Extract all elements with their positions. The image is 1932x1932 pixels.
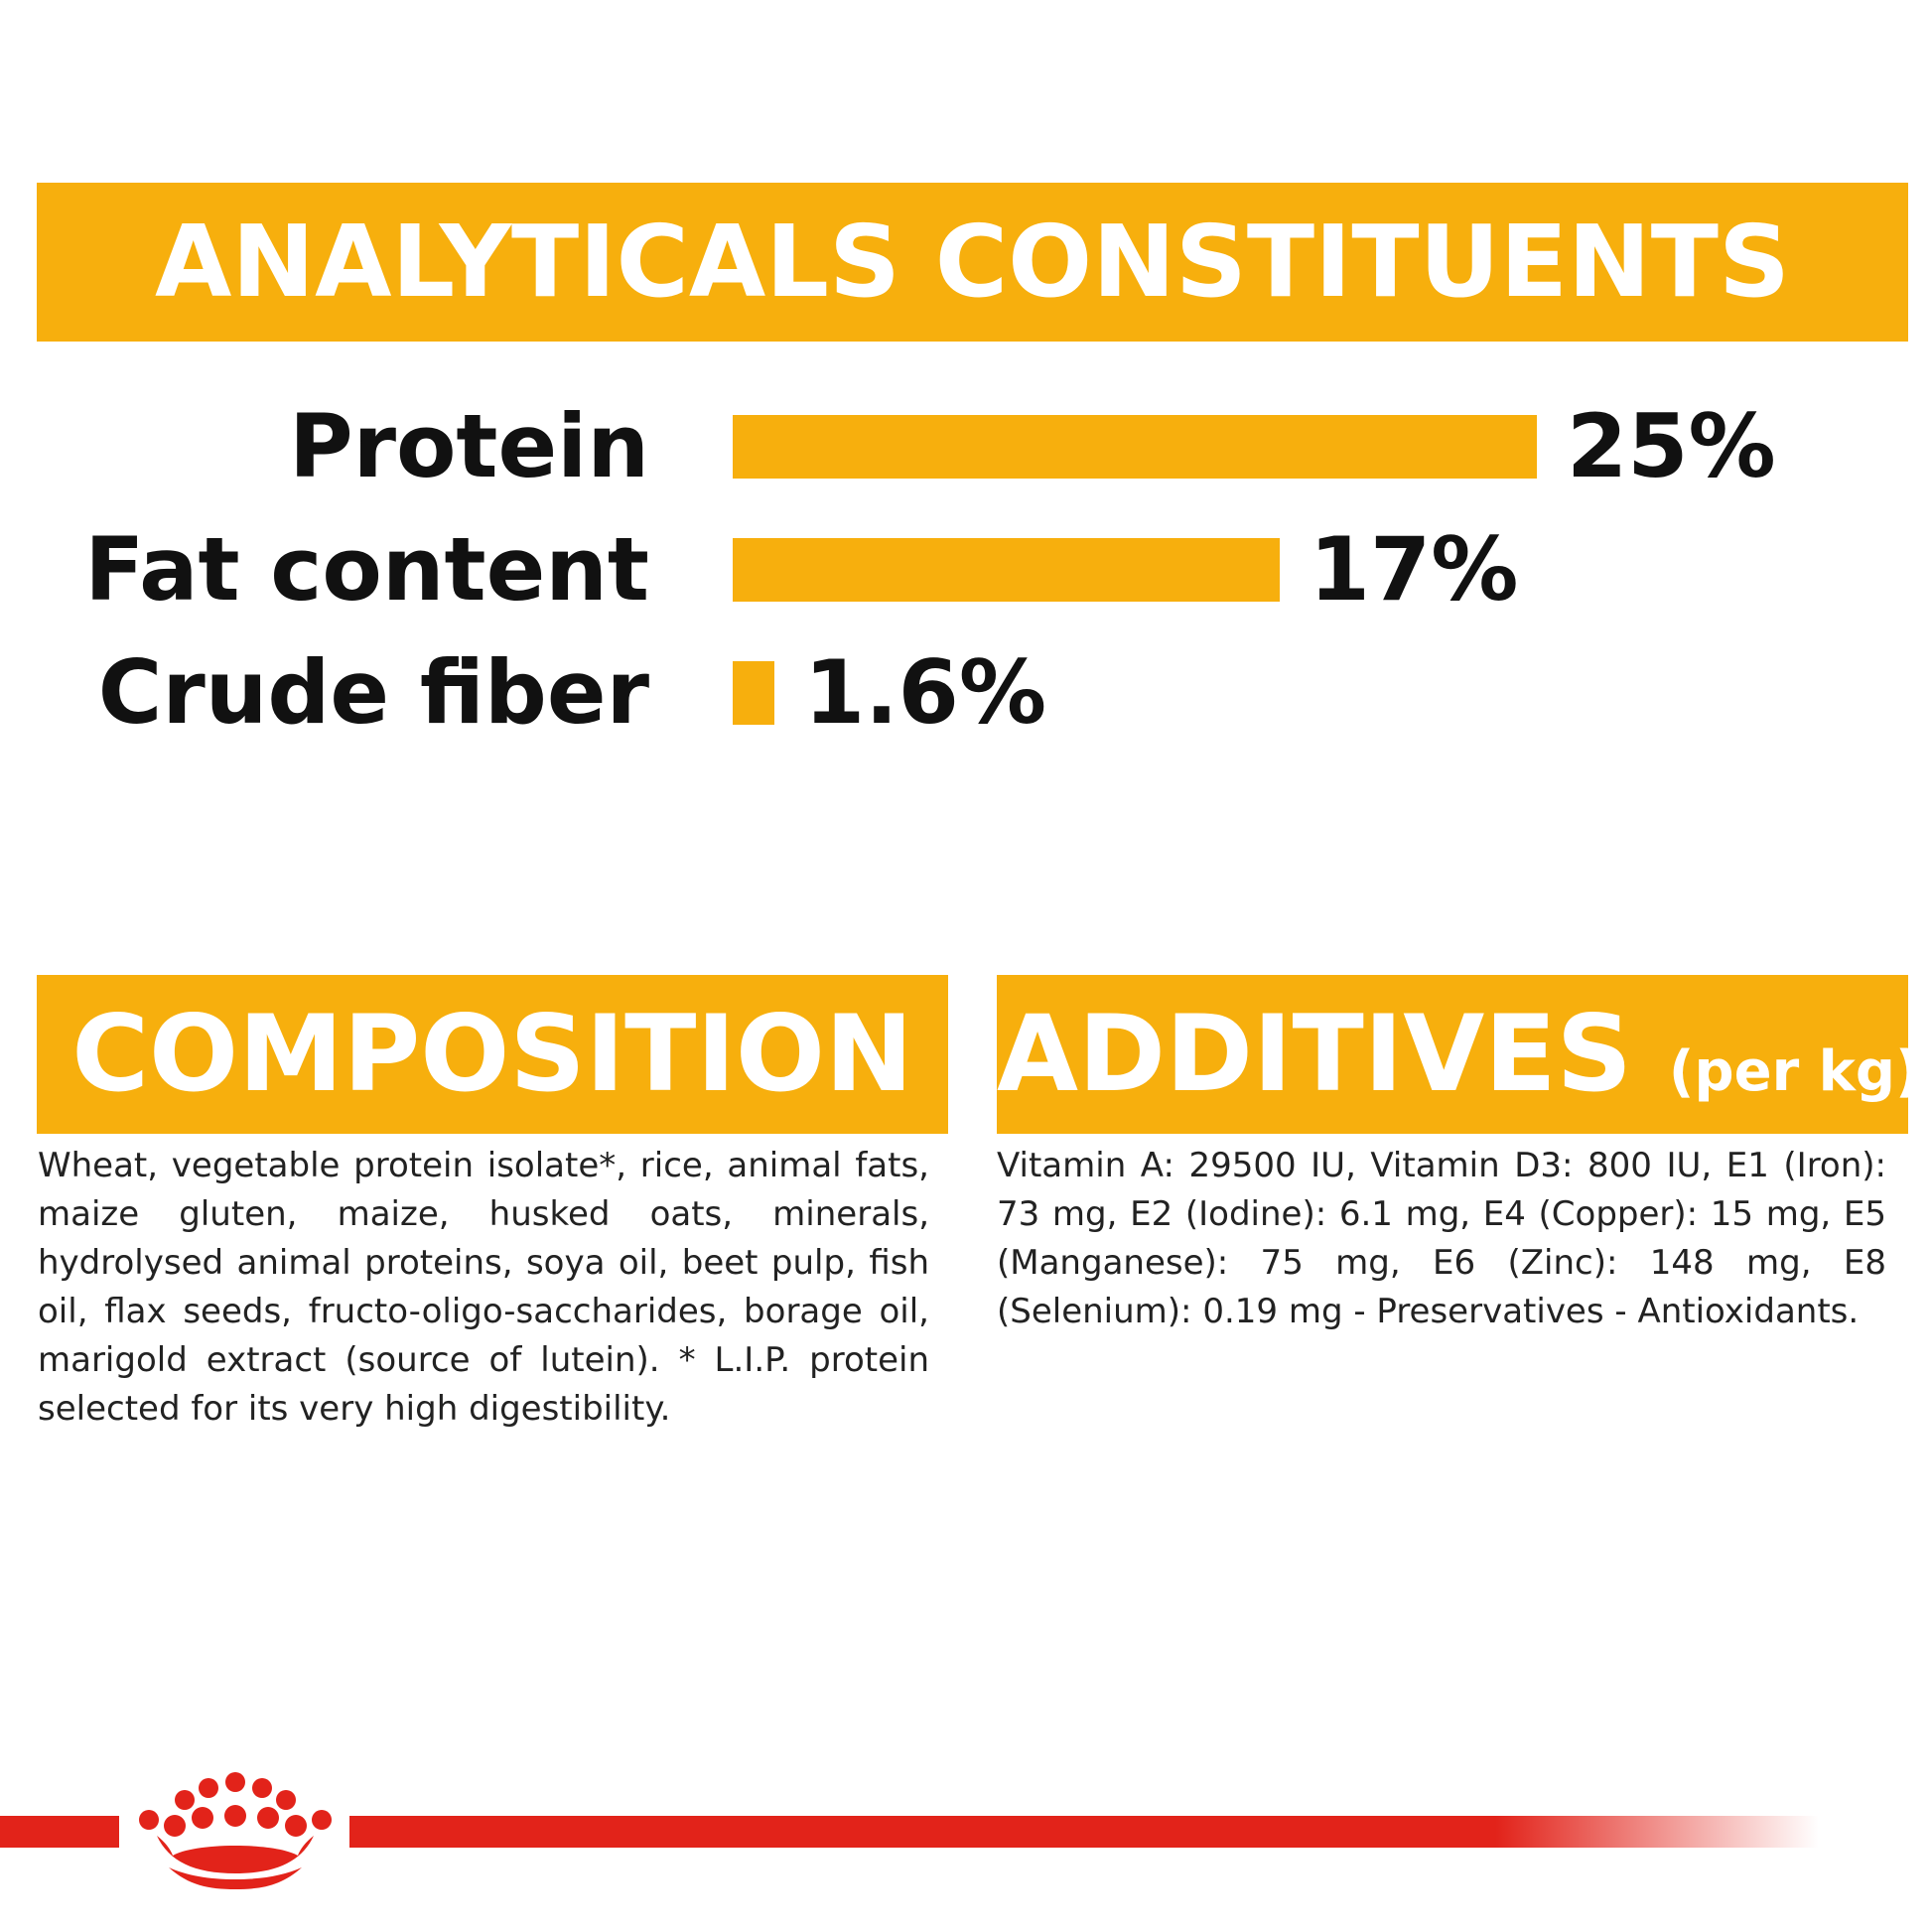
composition-text: Wheat, vegetable protein isolate*, rice,… xyxy=(38,1146,929,1429)
brand-footer-line xyxy=(0,1816,1932,1848)
nutrient-value-1: 17% xyxy=(1309,518,1519,621)
nutrient-bar-0 xyxy=(733,415,1537,479)
nutrient-bar-1 xyxy=(733,538,1280,602)
additives-unit: (per kg) xyxy=(1668,1039,1921,1104)
nutrient-label-1: Fat content xyxy=(84,518,649,621)
royal-crown-logo xyxy=(139,1772,332,1889)
analytical-constituents-heading: ANALYTICALS CONSTITUENTS xyxy=(37,183,1908,342)
footer-line-right xyxy=(349,1816,1819,1848)
nutrient-value-0: 25% xyxy=(1567,395,1776,497)
nutrient-label-0: Protein xyxy=(289,395,649,497)
additives-text: Vitamin A: 29500 IU, Vitamin D3: 800 IU,… xyxy=(997,1146,1886,1331)
additives-heading: ADDITIVES (per kg) xyxy=(997,975,1921,1134)
nutrient-value-2: 1.6% xyxy=(804,641,1047,744)
footer-line-left xyxy=(0,1816,119,1848)
nutrient-label-2: Crude fiber xyxy=(97,641,649,744)
additives-title: ADDITIVES xyxy=(997,993,1632,1115)
composition-heading: COMPOSITION xyxy=(37,975,948,1134)
nutrient-bar-2 xyxy=(733,661,774,725)
